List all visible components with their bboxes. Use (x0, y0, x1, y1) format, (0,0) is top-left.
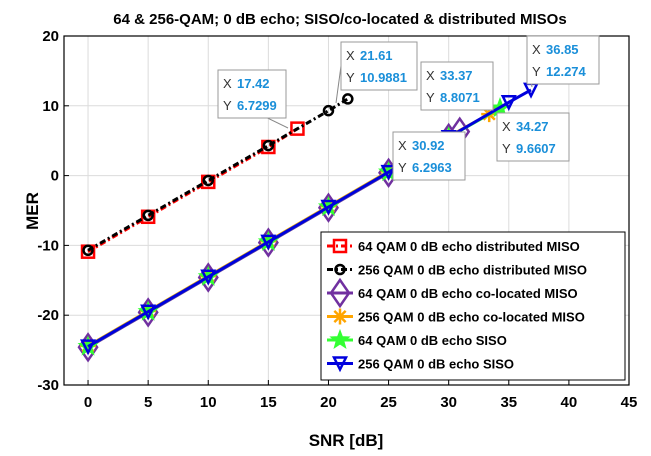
datatip-x-key: X (223, 76, 232, 91)
datatip-y-key: Y (398, 160, 407, 175)
datatip-box (420, 61, 494, 111)
x-tick-label: 5 (144, 394, 152, 411)
legend-label: 64 QAM 0 dB echo distributed MISO (358, 239, 580, 254)
datatip: X 30.92 Y 6.2963 (392, 131, 466, 181)
data-point (329, 328, 351, 350)
legend-item: 256 QAM 0 dB echo distributed MISO (327, 263, 587, 278)
datatip-y-value: 6.2963 (412, 160, 452, 175)
y-tick-label: 10 (42, 98, 59, 115)
datatip-x-key: X (346, 48, 355, 63)
data-point (202, 174, 215, 187)
data-point (331, 356, 349, 373)
datatip-x-key: X (426, 68, 435, 83)
x-tick-label: 35 (500, 394, 517, 411)
y-tick-label: -20 (37, 307, 59, 324)
datatip-x-value: 30.92 (412, 138, 445, 153)
legend-label: 256 QAM 0 dB echo distributed MISO (358, 263, 587, 278)
datatip-x-value: 34.27 (516, 119, 549, 134)
y-tick-label: -30 (37, 377, 59, 394)
datatip-y-value: 8.8071 (440, 90, 480, 105)
data-point (334, 263, 346, 276)
datatip: X 36.85 Y 12.274 (526, 35, 600, 88)
data-point (260, 234, 277, 251)
datatip-box (526, 35, 600, 85)
series-line (87, 88, 532, 348)
chart-title: 64 & 256-QAM; 0 dB echo; SISO/co-located… (113, 11, 566, 28)
datatip-box (392, 131, 466, 181)
legend-item: 64 QAM 0 dB echo distributed MISO (327, 238, 580, 254)
datatip-x-key: X (502, 119, 511, 134)
data-point (332, 308, 348, 325)
x-tick-label: 15 (260, 394, 277, 411)
data-tips: X 17.42 Y 6.7299 X 21.61 Y 10.9881 X 33.37 Y 8.8071… (217, 35, 600, 181)
data-point (500, 95, 517, 112)
datatip: X 21.61 Y 10.9881 (335, 41, 418, 104)
datatip-x-key: X (532, 42, 541, 57)
datatip-y-value: 6.7299 (237, 98, 277, 113)
datatip-x-value: 17.42 (237, 76, 270, 91)
legend-item: 64 QAM 0 dB echo SISO (327, 328, 507, 350)
datatip-y-value: 9.6607 (516, 141, 556, 156)
datatip-y-key: Y (346, 70, 355, 85)
data-point (290, 121, 305, 136)
datatip-box (496, 112, 570, 162)
legend: 64 QAM 0 dB echo distributed MISO 256 QAM… (320, 231, 626, 381)
x-axis-label: SNR [dB] (309, 431, 384, 450)
legend-label: 64 QAM 0 dB echo co-located MISO (358, 286, 578, 301)
x-tick-label: 20 (320, 394, 337, 411)
legend-item: 256 QAM 0 dB echo SISO (327, 356, 514, 373)
data-point (329, 277, 351, 309)
datatip-x-value: 33.37 (440, 68, 473, 83)
data-point (140, 304, 157, 321)
data-point (262, 139, 275, 152)
data-point (320, 199, 337, 216)
data-point (142, 209, 154, 222)
datatip: X 33.37 Y 8.8071 (420, 61, 495, 111)
datatip-x-key: X (398, 138, 407, 153)
datatip-y-value: 10.9881 (360, 70, 407, 85)
datatip-box (340, 41, 418, 91)
x-tick-label: 25 (380, 394, 397, 411)
y-tick-label: 20 (42, 28, 59, 45)
datatip-pointer (335, 65, 342, 104)
x-tick-label: 30 (440, 394, 457, 411)
legend-label: 256 QAM 0 dB echo co-located MISO (358, 310, 585, 325)
x-tick-label: 40 (561, 394, 578, 411)
data-point (80, 339, 97, 356)
data-point (332, 238, 348, 254)
legend-item: 256 QAM 0 dB echo co-located MISO (327, 308, 585, 325)
datatip: X 34.27 Y 9.6607 (496, 112, 570, 162)
legend-label: 64 QAM 0 dB echo SISO (358, 333, 507, 348)
legend-box (320, 231, 626, 381)
datatip-x-value: 36.85 (546, 42, 579, 57)
plot-frame (63, 35, 630, 386)
tick-labels: 0 5 10 15 20 25 30 35 40 45 20 10 0 -10 -20 -30 (37, 28, 637, 411)
series-5 (80, 82, 540, 356)
datatip-y-key: Y (426, 90, 435, 105)
datatip-box (217, 69, 287, 119)
x-tick-label: 45 (621, 394, 638, 411)
y-tick-label: 0 (51, 168, 59, 185)
data-point (200, 269, 217, 286)
datatip-x-value: 21.61 (360, 48, 393, 63)
data-point (380, 164, 397, 181)
data-point (322, 104, 335, 117)
datatip: X 17.42 Y 6.7299 (217, 69, 289, 129)
datatip-y-key: Y (223, 98, 232, 113)
data-point (342, 93, 354, 105)
x-tick-label: 0 (84, 394, 92, 411)
y-tick-label: -10 (37, 237, 59, 254)
x-tick-label: 10 (200, 394, 217, 411)
data-point (82, 244, 94, 257)
legend-item: 64 QAM 0 dB echo co-located MISO (327, 277, 578, 309)
datatip-y-key: Y (502, 141, 511, 156)
datatip-y-key: Y (532, 64, 541, 79)
legend-label: 256 QAM 0 dB echo SISO (358, 357, 514, 372)
y-axis-label: MER (23, 192, 42, 230)
datatip-y-value: 12.274 (546, 64, 587, 79)
series-1 (82, 93, 354, 257)
